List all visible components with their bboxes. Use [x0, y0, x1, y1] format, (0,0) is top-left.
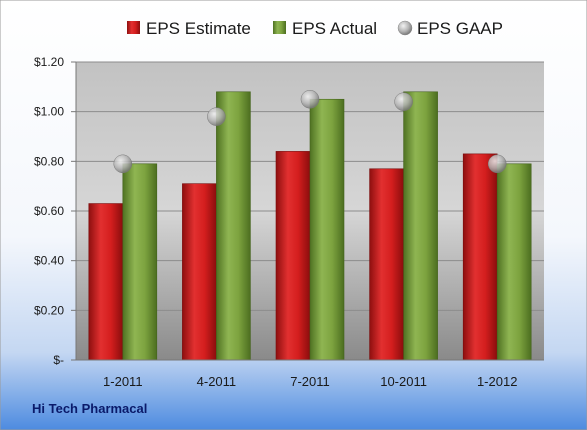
marker-eps-gaap	[487, 154, 507, 174]
x-tick-label: 10-2011	[380, 374, 427, 389]
bar-eps-actual	[216, 91, 251, 361]
bar-eps-estimate	[275, 151, 311, 361]
legend-label: EPS Actual	[292, 19, 377, 38]
bar-eps-actual	[309, 98, 345, 361]
bar-eps-actual	[122, 163, 158, 361]
bar-eps-estimate	[462, 153, 498, 361]
marker-eps-gaap	[300, 90, 320, 109]
bar-eps-actual	[403, 91, 438, 361]
legend: EPS Estimate EPS Actual EPS GAAP	[127, 19, 503, 38]
bars	[88, 91, 532, 361]
y-tick-label: $0.40	[34, 254, 64, 268]
marker-eps-gaap	[207, 107, 226, 126]
y-tick-label: $0.20	[34, 303, 64, 317]
y-tick-label: $0.80	[34, 154, 64, 168]
x-tick-label: 1-2012	[477, 374, 517, 389]
y-tick-label: $-	[53, 353, 64, 367]
bar-eps-actual	[496, 163, 532, 361]
marker-eps-gaap	[113, 154, 133, 174]
y-tick-label: $1.00	[34, 105, 64, 119]
legend-swatch	[397, 20, 413, 36]
x-tick-label: 4-2011	[197, 374, 237, 389]
x-tick-label: 7-2011	[290, 374, 330, 389]
bar-eps-estimate	[88, 203, 124, 361]
bar-eps-estimate	[369, 168, 404, 361]
y-axis: $- $0.20 $0.40 $0.60 $0.80 $1.00 $1.20	[34, 55, 77, 367]
x-tick-label: 1-2011	[103, 374, 143, 389]
legend-swatch	[127, 21, 140, 34]
y-tick-label: $0.60	[34, 204, 64, 218]
marker-eps-gaap	[394, 92, 413, 111]
y-tick-label: $1.20	[34, 55, 64, 69]
legend-label: EPS Estimate	[146, 19, 251, 38]
gaap-markers	[113, 90, 507, 174]
bar-eps-estimate	[182, 183, 217, 361]
x-axis: 1-2011 4-2011 7-2011 10-2011 1-2012	[76, 359, 544, 389]
legend-label: EPS GAAP	[417, 19, 503, 38]
company-label: Hi Tech Pharmacal	[32, 401, 148, 416]
legend-swatch	[273, 21, 286, 34]
